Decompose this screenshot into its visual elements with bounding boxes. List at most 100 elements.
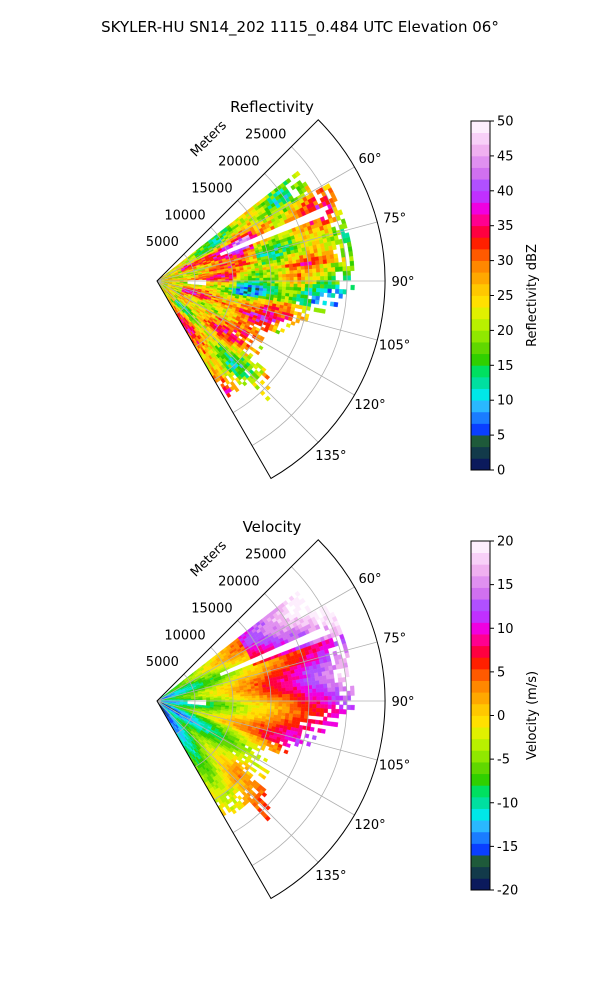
radar-cell bbox=[255, 270, 260, 274]
radar-cell bbox=[331, 691, 336, 697]
radar-cell bbox=[337, 673, 342, 679]
radar-cell bbox=[289, 706, 294, 711]
radar-cell bbox=[319, 712, 324, 717]
radar-cell bbox=[304, 707, 309, 712]
radar-cell bbox=[318, 259, 324, 265]
radar-cell bbox=[334, 262, 340, 268]
radar-cell bbox=[304, 276, 310, 281]
radar-cell bbox=[263, 277, 268, 281]
radar-cell bbox=[213, 697, 218, 700]
radar-cell bbox=[266, 283, 272, 287]
range-tick-label: 10000 bbox=[164, 208, 205, 223]
radar-cell bbox=[334, 686, 340, 692]
radar-cell bbox=[236, 704, 241, 707]
radar-cell bbox=[243, 273, 249, 277]
radar-cell bbox=[300, 265, 305, 271]
radar-cell bbox=[320, 308, 326, 314]
radar-cell bbox=[263, 275, 268, 279]
radar-cell bbox=[312, 688, 317, 693]
colorbar-swatch bbox=[471, 376, 490, 389]
radar-cell bbox=[323, 691, 329, 697]
radar-cell bbox=[198, 278, 203, 280]
radar-cell bbox=[292, 713, 298, 718]
radar-cell bbox=[247, 702, 253, 706]
radar-cell bbox=[236, 694, 241, 697]
radar-cell bbox=[217, 702, 222, 705]
radar-cell bbox=[304, 692, 310, 698]
radar-cell bbox=[331, 271, 336, 277]
radar-cell bbox=[342, 270, 348, 276]
radar-cell bbox=[309, 726, 315, 732]
radar-cell bbox=[240, 274, 245, 277]
radar-cell bbox=[217, 282, 222, 285]
radar-cell bbox=[312, 692, 317, 697]
radar-cell bbox=[274, 289, 279, 293]
radar-cell bbox=[293, 707, 298, 711]
radar-cell bbox=[266, 694, 272, 699]
radar-cell bbox=[244, 696, 249, 699]
radar-cell bbox=[267, 697, 272, 701]
colorbar-tick-label: 45 bbox=[497, 149, 514, 164]
radar-cell bbox=[323, 708, 328, 714]
colorbar-swatch bbox=[471, 423, 490, 436]
radar-cell bbox=[300, 262, 305, 267]
radar-cell bbox=[337, 209, 344, 216]
radar-cell bbox=[319, 288, 325, 293]
radar-cell bbox=[289, 290, 294, 295]
radar-cell bbox=[255, 702, 260, 706]
radar-cell bbox=[289, 710, 294, 715]
radar-cell bbox=[344, 652, 350, 659]
colorbar-swatch bbox=[471, 342, 490, 355]
radar-cell bbox=[270, 271, 275, 276]
radar-cell bbox=[281, 687, 286, 692]
radar-cell bbox=[259, 277, 264, 281]
radar-cell bbox=[232, 278, 237, 281]
radar-cell bbox=[296, 294, 301, 299]
radar-cell bbox=[320, 284, 325, 289]
radar-cell bbox=[288, 683, 294, 688]
radar-cell bbox=[241, 380, 248, 387]
radar-cell bbox=[281, 706, 287, 711]
radar-cell bbox=[285, 289, 290, 294]
radar-cell bbox=[278, 691, 283, 695]
radar-cell bbox=[296, 686, 302, 691]
radar-cell bbox=[210, 699, 215, 701]
radar-cell bbox=[300, 710, 305, 716]
colorbar-swatch bbox=[471, 144, 490, 157]
radar-cell bbox=[342, 686, 347, 692]
radar-cell bbox=[292, 679, 297, 685]
radar-cell bbox=[301, 703, 306, 708]
radar-cell bbox=[274, 274, 279, 278]
radar-cell bbox=[285, 264, 290, 269]
radar-cell bbox=[293, 703, 298, 708]
radar-cell bbox=[299, 678, 305, 684]
radar-cell bbox=[240, 276, 245, 279]
radar-cell bbox=[297, 689, 302, 694]
colorbar-tick-label: 20 bbox=[497, 324, 514, 339]
radar-cell bbox=[267, 277, 272, 281]
radar-cell bbox=[316, 272, 321, 277]
azimuth-tick-label: 120° bbox=[354, 398, 385, 413]
radar-cell bbox=[278, 283, 283, 287]
radar-cell bbox=[274, 703, 279, 707]
radar-cell bbox=[278, 274, 283, 278]
radar-cell bbox=[244, 698, 249, 701]
azimuth-tick-label: 60° bbox=[358, 152, 381, 167]
radar-cell bbox=[244, 702, 249, 706]
radar-cell bbox=[255, 282, 260, 286]
radar-cell bbox=[311, 299, 316, 304]
radar-cell bbox=[323, 696, 329, 701]
radar-cell bbox=[262, 272, 268, 276]
radar-cell bbox=[296, 290, 302, 295]
radar-cell bbox=[277, 685, 282, 689]
radar-cell bbox=[295, 679, 301, 684]
radar-cell bbox=[304, 703, 310, 709]
radar-cell bbox=[312, 284, 317, 289]
radar-cell bbox=[285, 270, 290, 275]
figure-title: SKYLER-HU SN14_202 1115_0.484 UTC Elevat… bbox=[101, 18, 499, 37]
radar-cell bbox=[301, 696, 306, 701]
radar-cell bbox=[297, 269, 302, 274]
radar-cell bbox=[318, 679, 324, 685]
radar-cell bbox=[317, 251, 323, 257]
